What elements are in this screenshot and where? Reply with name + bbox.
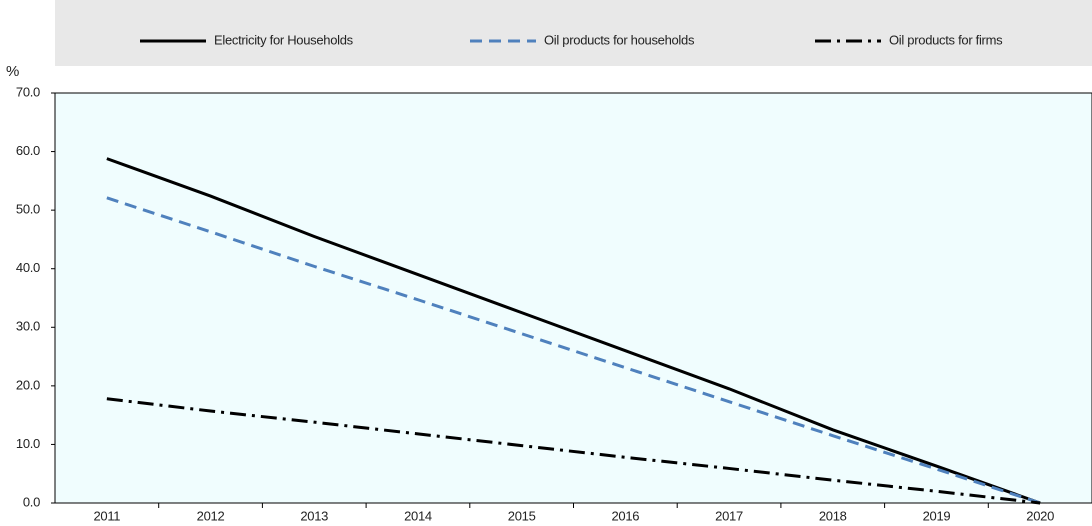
y-tick-label: 20.0 [16, 377, 40, 392]
series-line [106, 157, 1041, 505]
x-tick-label: 2011 [93, 508, 120, 523]
y-tick-label: 60.0 [16, 143, 40, 158]
y-tick-label: 10.0 [16, 436, 40, 451]
x-tick-label: 2020 [1026, 508, 1054, 523]
y-tick-label: 0.0 [23, 494, 40, 509]
y-axis-label: % [6, 63, 19, 80]
x-tick-label: 2016 [611, 508, 639, 523]
y-tick-label: 70.0 [16, 84, 40, 99]
series-line [106, 397, 1041, 505]
y-tick-label: 40.0 [16, 260, 40, 275]
series-line [106, 196, 1041, 505]
y-tick-label: 30.0 [16, 319, 40, 334]
x-tick-label: 2019 [923, 508, 951, 523]
plot-area [54, 92, 1092, 504]
legend-label: Oil products for households [544, 32, 695, 47]
legend-label: Oil products for firms [889, 32, 1003, 47]
x-tick-label: 2015 [508, 508, 536, 523]
x-tick-label: 2018 [819, 508, 847, 523]
legend-label: Electricity for Households [214, 32, 354, 47]
x-tick-label: 2013 [300, 508, 328, 523]
x-tick-label: 2012 [197, 508, 225, 523]
y-tick-label: 50.0 [16, 202, 40, 217]
x-tick-label: 2017 [715, 508, 743, 523]
x-tick-label: 2014 [404, 508, 432, 523]
legend-band [55, 0, 1092, 66]
